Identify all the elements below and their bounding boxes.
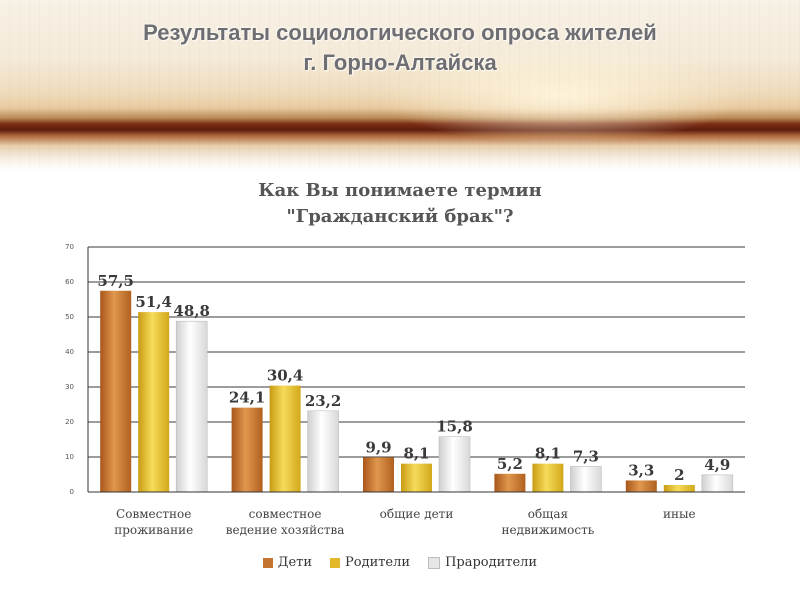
bars [100,290,734,493]
data-label: 48,8 [173,302,210,320]
data-label: 8,1 [535,445,561,463]
bar-deti [494,473,526,492]
bar-roditeli [269,385,301,492]
data-label: 7,3 [573,447,599,465]
x-category-label: Совместное [116,507,191,521]
data-label: 30,4 [267,367,304,385]
legend-item-praroditeli: Прародители [428,555,537,570]
chart-title-line-1: Как Вы понимаете термин [258,180,542,201]
legend-swatch [330,557,340,568]
bar-roditeli [532,463,564,492]
bar-praroditeli [701,474,734,493]
data-label: 8,1 [403,445,429,463]
page-title: Результаты социологического опроса жител… [0,18,800,78]
header-banner [0,0,800,170]
y-tick-label: 40 [65,348,74,356]
bar-roditeli [663,485,695,492]
legend-label: Прародители [445,555,538,570]
page-title-line-1: Результаты социологического опроса жител… [143,20,657,45]
data-label: 24,1 [229,389,266,407]
legend-item-roditeli: Родители [330,555,410,570]
y-tick-label: 70 [65,243,74,251]
data-label: 15,8 [436,418,473,436]
x-category-label: иные [663,507,696,521]
data-label: 57,5 [97,272,134,290]
y-tick-label: 50 [65,313,74,321]
bar-praroditeli [570,466,602,493]
y-tick-label: 0 [70,488,74,496]
bar-roditeli [401,463,432,492]
page-title-line-2: г. Горно-Алтайска [303,50,497,75]
data-label: 2 [674,466,684,484]
data-label: 4,9 [704,456,730,474]
y-tick-label: 10 [65,453,74,461]
legend-swatch [428,556,441,569]
x-category-label: ведение хозяйства [226,523,345,537]
data-label: 23,2 [305,392,342,410]
data-label: 5,2 [497,455,523,473]
legend-label: Дети [277,555,312,570]
chart-title: Как Вы понимаете термин "Гражданский бра… [0,178,800,230]
data-label: 51,4 [135,293,172,311]
legend-item-deti: Дети [262,555,312,570]
bar-roditeli [138,312,170,492]
bar-praroditeli [307,410,339,493]
legend-swatch [262,557,273,568]
x-category-label: недвижимость [502,523,595,537]
bar-praroditeli [438,436,471,493]
x-category-label: совместное [249,507,322,521]
chart-title-line-2: "Гражданский брак"? [286,206,514,227]
chart-legend: Дети Родители Прародители [0,555,800,570]
x-category-label: общие дети [380,507,454,521]
bar-deti [100,290,132,492]
x-category-label: проживание [114,523,193,537]
bar-deti [625,480,657,492]
bar-praroditeli [175,320,208,493]
bar-deti [363,457,394,492]
y-tick-label: 30 [65,383,74,391]
data-labels: 57,551,448,8 24,130,423,2 9,9 8,1 15,8 5,2 8,1… [97,272,730,484]
y-tick-label: 60 [65,278,74,286]
data-label: 9,9 [365,438,391,456]
data-label: 3,3 [628,461,654,479]
bar-deti [231,407,263,492]
x-category-label: общая [528,507,568,521]
y-tick-label: 20 [65,418,74,426]
legend-label: Родители [345,555,411,570]
axes: 0 10 20 30 40 50 60 70 Совместное проживание совме… [65,243,745,537]
